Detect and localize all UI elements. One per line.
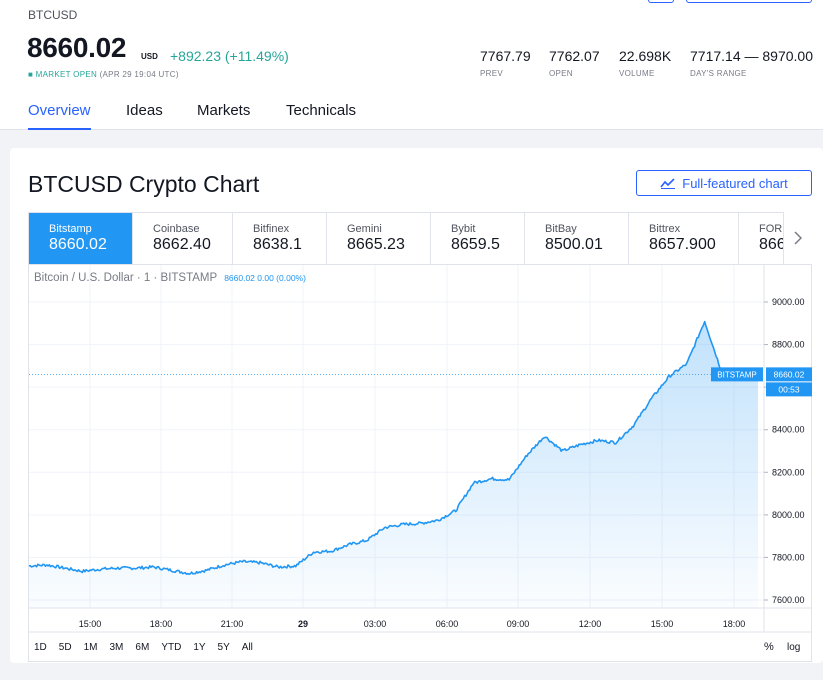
exchange-price: 8500.01 (545, 236, 603, 253)
range-1m[interactable]: 1M (83, 642, 98, 653)
exchange-tab-bittrex[interactable]: Bittrex 8657.900 (629, 213, 739, 264)
exchange-price: 8659.5 (451, 236, 500, 253)
stat-value: 7717.14 — 8970.00 (690, 48, 813, 64)
range-3m[interactable]: 3M (109, 642, 124, 653)
exchange-price: 8665.23 (347, 236, 405, 253)
last-price: 8660.02 (27, 32, 127, 63)
header-icon-button[interactable] (648, 0, 674, 3)
range-5y[interactable]: 5Y (217, 642, 230, 653)
chart-legend: Bitcoin / U.S. Dollar · 1 · BITSTAMP 866… (34, 272, 306, 284)
stat-days-range: 7717.14 — 8970.00 DAY'S RANGE (690, 48, 813, 78)
x-tick-label: 21:00 (221, 619, 244, 629)
exchange-name: BitBay (545, 223, 577, 235)
exchange-name: Coinbase (153, 223, 200, 235)
y-tick-label: 8400.00 (772, 425, 805, 435)
symbol-name: BTCUSD (28, 8, 78, 22)
x-tick-label: 18:00 (723, 619, 746, 629)
price-currency: USD (141, 52, 158, 61)
countdown-badge (766, 382, 812, 397)
chart-legend-values: 8660.02 0.00 (0.00%) (224, 273, 306, 283)
y-tick-label: 8800.00 (772, 340, 805, 350)
x-tick-label: 15:00 (79, 619, 102, 629)
y-tick-label: 7600.00 (772, 595, 805, 605)
exchange-name: Bitstamp (49, 223, 92, 235)
chart-section-title: BTCUSD Crypto Chart (28, 171, 260, 197)
market-status: ■ MARKET OPEN (APR 29 19:04 UTC) (28, 70, 179, 79)
tab-technicals[interactable]: Technicals (286, 102, 357, 119)
exchange-badge (711, 367, 763, 382)
stat-label: PREV (480, 69, 503, 78)
price-change: +892.23 (+11.49%) (170, 48, 289, 64)
range-all[interactable]: All (241, 642, 253, 653)
tab-ideas[interactable]: Ideas (126, 102, 163, 119)
stat-open: 7762.07 OPEN (549, 48, 600, 78)
percent-scale-toggle[interactable]: % (764, 641, 774, 653)
exchange-tab-bitfinex[interactable]: Bitfinex 8638.1 (233, 213, 327, 264)
stat-label: OPEN (549, 69, 573, 78)
exchange-tab-bybit[interactable]: Bybit 8659.5 (431, 213, 525, 264)
price-area-fill (29, 321, 758, 608)
countdown-badge-label: 00:53 (778, 384, 800, 394)
full-featured-chart-label: Full-featured chart (682, 175, 788, 191)
price-badge (766, 367, 812, 382)
exchange-scroll-right-button[interactable] (783, 212, 812, 264)
time-range-bar: 1D 5D 1M 3M 6M YTD 1Y 5Y All (34, 642, 265, 653)
x-tick-label: 15:00 (651, 619, 674, 629)
exchange-name: FORE (759, 223, 790, 235)
range-1y[interactable]: 1Y (193, 642, 206, 653)
exchange-price: 8660.02 (49, 236, 107, 253)
price-line (28, 320, 759, 575)
chevron-right-icon (794, 231, 802, 245)
exchange-tab-coinbase[interactable]: Coinbase 8662.40 (133, 213, 233, 264)
stat-value: 7762.07 (549, 48, 600, 64)
exchange-tabs: Bitstamp 8660.02 Coinbase 8662.40 Bitfin… (28, 212, 812, 264)
stat-volume: 22.698K VOLUME (619, 48, 671, 78)
exchange-price: 8662.40 (153, 236, 211, 253)
stat-prev: 7767.79 PREV (480, 48, 531, 78)
symbol-header: BTCUSD 8660.02 USD +892.23 (+11.49%) ■ M… (0, 0, 823, 130)
range-5d[interactable]: 5D (58, 642, 72, 653)
header-action-button[interactable] (686, 0, 812, 3)
chart-legend-symbol: Bitcoin / U.S. Dollar · 1 · BITSTAMP (34, 272, 217, 284)
exchange-tab-bitbay[interactable]: BitBay 8500.01 (525, 213, 629, 264)
tab-overview[interactable]: Overview (28, 102, 91, 130)
x-tick-label: 12:00 (579, 619, 602, 629)
market-time: (APR 29 19:04 UTC) (99, 70, 179, 79)
x-tick-label: 03:00 (364, 619, 387, 629)
market-status-dot: ■ (28, 70, 36, 79)
y-tick-label: 9000.00 (772, 297, 805, 307)
exchange-price: 8657.900 (649, 236, 716, 253)
tab-markets[interactable]: Markets (197, 102, 251, 119)
x-tick-label: 06:00 (436, 619, 459, 629)
stat-label: DAY'S RANGE (690, 69, 747, 78)
y-tick-label: 7800.00 (772, 552, 805, 562)
x-tick-label: 18:00 (150, 619, 173, 629)
range-1d[interactable]: 1D (34, 642, 47, 653)
stat-value: 22.698K (619, 48, 672, 64)
exchange-tab-fore[interactable]: FORE 866 (739, 213, 811, 264)
stat-label: VOLUME (619, 69, 655, 78)
x-tick-label: 09:00 (507, 619, 530, 629)
log-scale-toggle[interactable]: log (787, 642, 801, 653)
y-tick-label: 8000.00 (772, 510, 805, 520)
exchange-price: 8638.1 (253, 236, 302, 253)
exchange-name: Gemini (347, 223, 382, 235)
exchange-name: Bittrex (649, 223, 681, 235)
range-6m[interactable]: 6M (135, 642, 150, 653)
x-tick-label: 29 (298, 619, 308, 629)
chart-line-icon (660, 178, 676, 189)
exchange-name: Bybit (451, 223, 476, 235)
exchange-badge-label: BITSTAMP (717, 370, 756, 379)
range-ytd[interactable]: YTD (161, 642, 182, 653)
stat-value: 7767.79 (480, 48, 531, 64)
exchange-price: 866 (759, 236, 786, 253)
price-badge-label: 8660.02 (774, 369, 805, 379)
market-status-label: MARKET OPEN (35, 70, 98, 79)
y-tick-label: 8200.00 (772, 467, 805, 477)
full-featured-chart-button[interactable]: Full-featured chart (636, 170, 812, 196)
exchange-tab-bitstamp[interactable]: Bitstamp 8660.02 (29, 213, 133, 264)
exchange-tab-gemini[interactable]: Gemini 8665.23 (327, 213, 431, 264)
exchange-name: Bitfinex (253, 223, 290, 235)
